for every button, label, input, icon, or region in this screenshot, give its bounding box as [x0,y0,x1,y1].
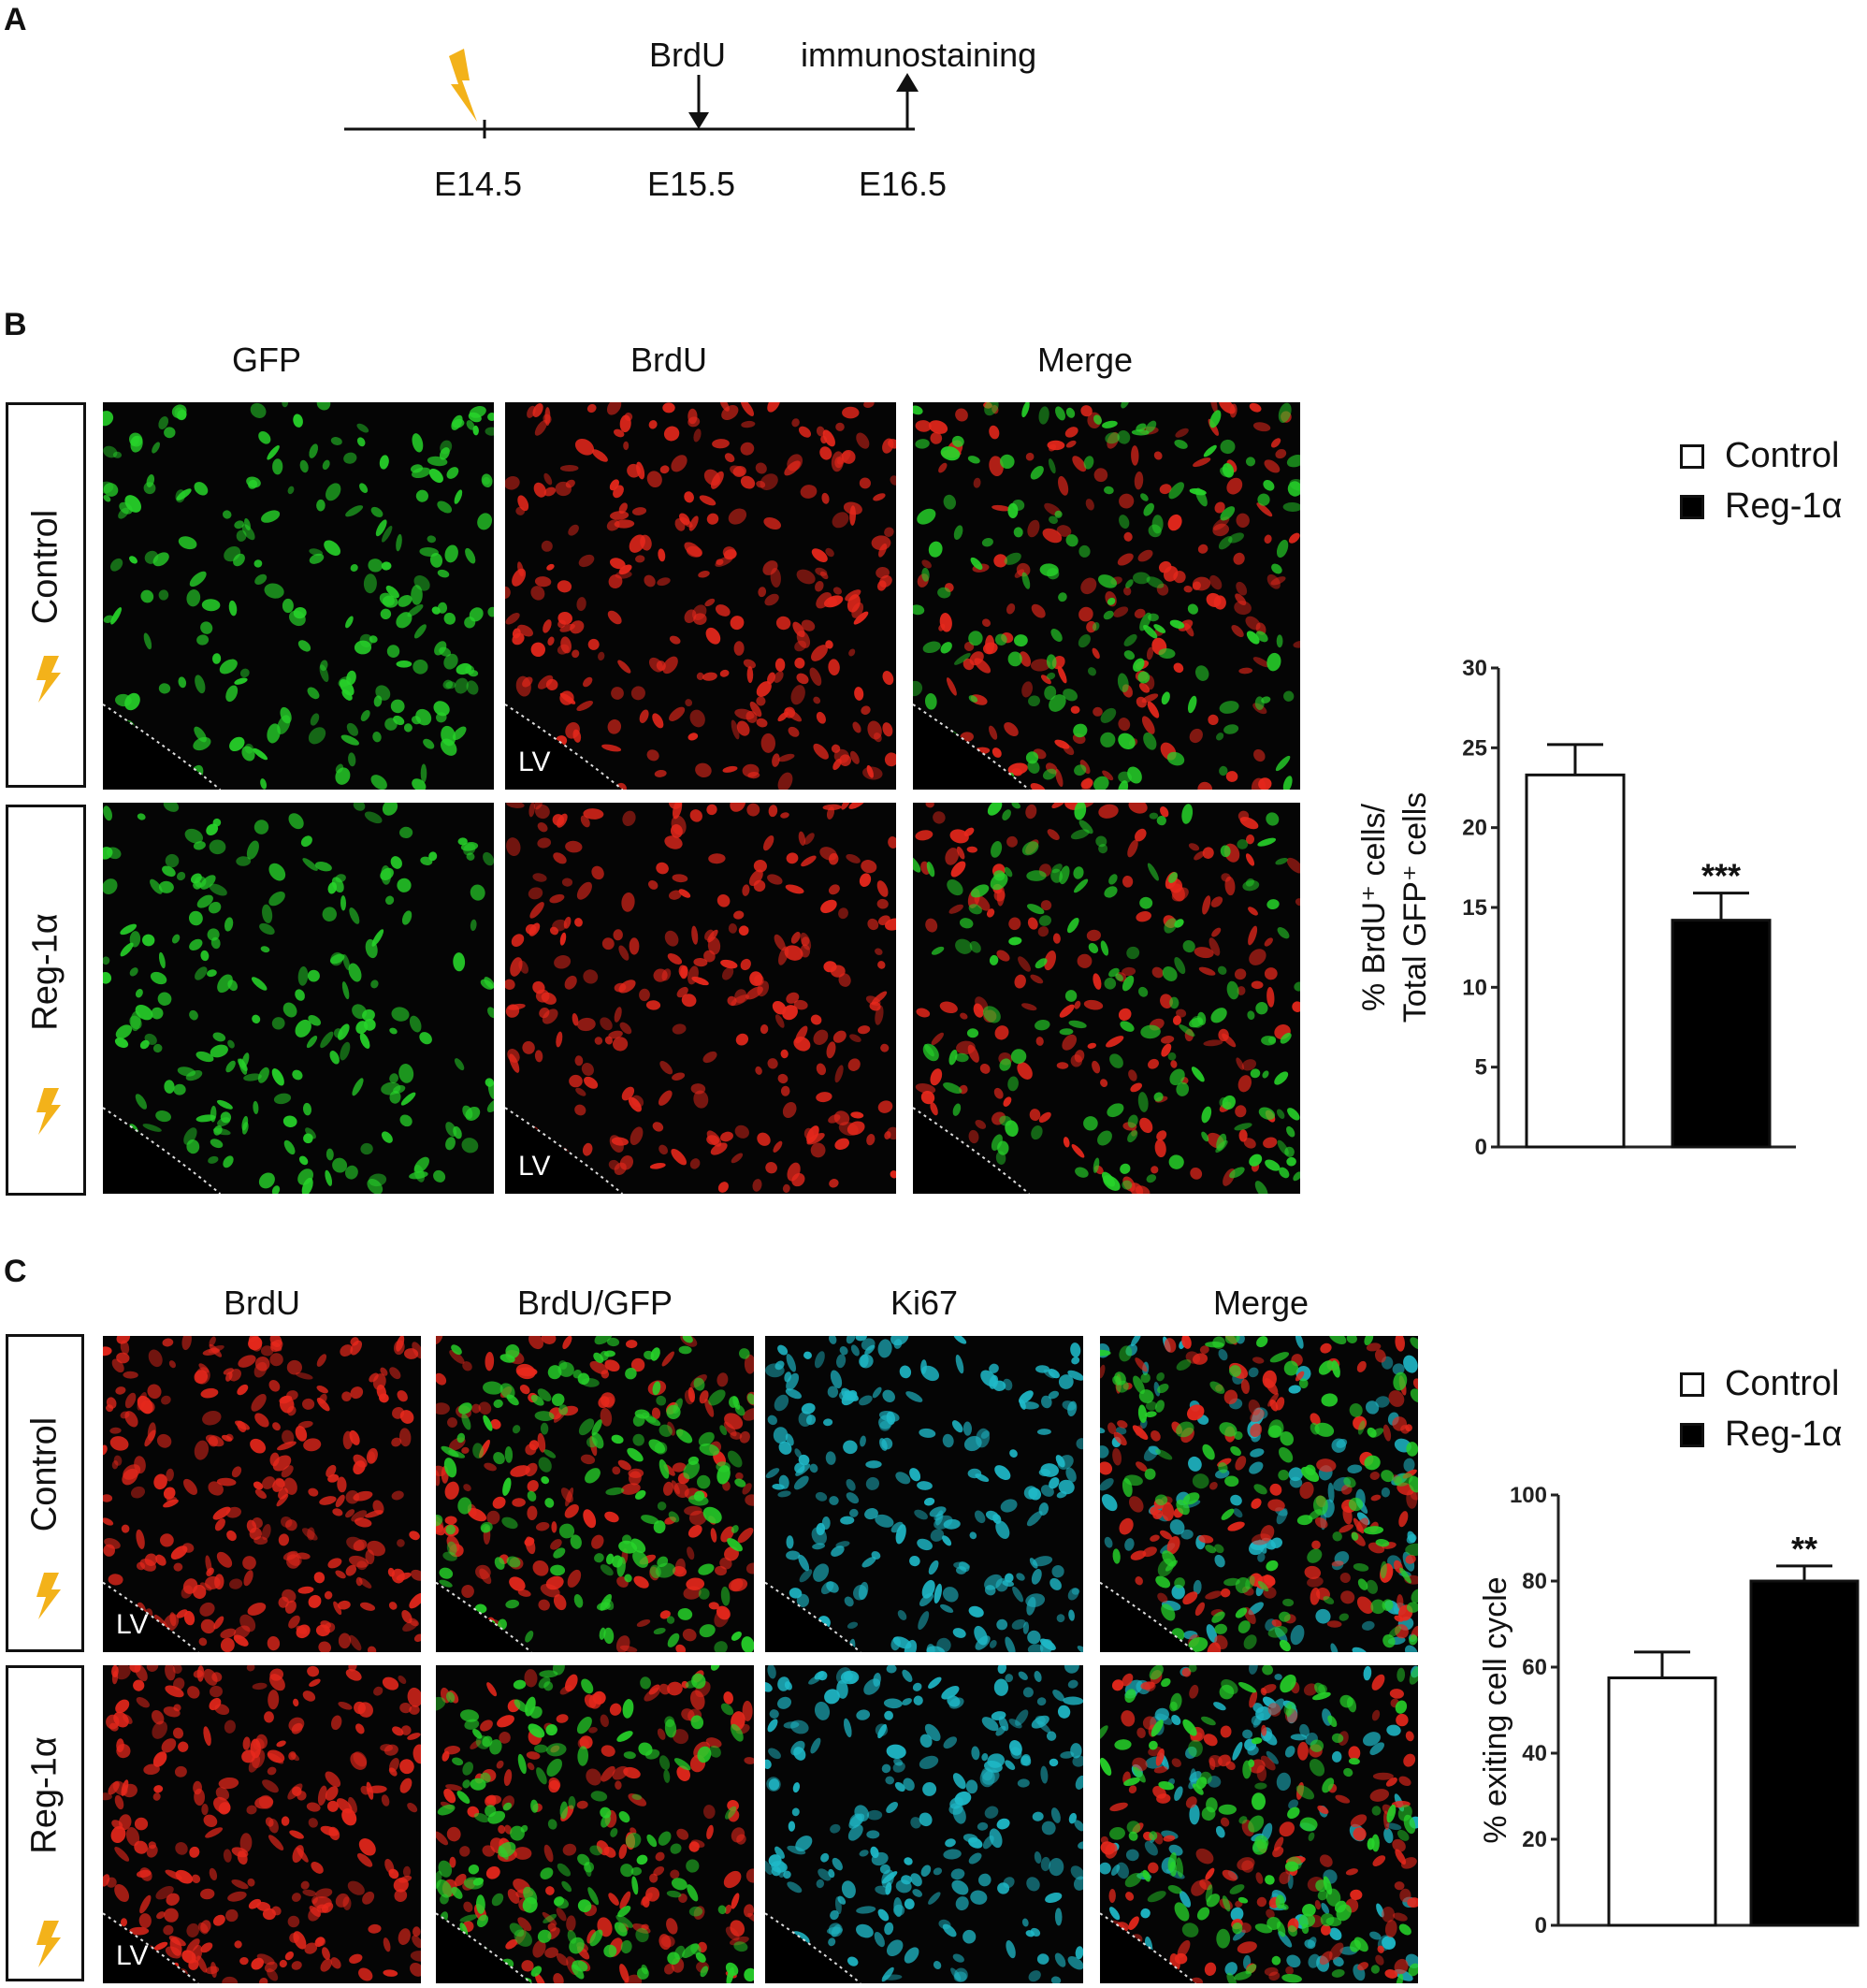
y-tick-label: 15 [1462,895,1487,921]
ventricle-boundary [1100,1912,1196,1983]
timeline-diagram [344,49,919,138]
electroporation-bolt-icon [449,49,477,122]
micrograph-c-merge-control [1100,1336,1418,1652]
legend-label-control: Control [1725,1364,1840,1403]
legend-c-control: Control [1680,1364,1840,1404]
micrograph-c-brdugfp-reg1a [436,1665,754,1983]
timeline-brdu-label: BrdU [649,36,727,74]
micrograph-c-ki67-control [765,1336,1083,1652]
bolt-icon [36,1921,61,1967]
legend-swatch-reg1a [1680,494,1704,519]
bar-chart-brdu-gfp: 0 5 10 15 20 25 30 *** % BrdU⁺ cells/Total GFP⁺ … [1356,656,1796,1160]
row-label-c-control: Control [24,1416,65,1532]
ventricle-boundary [1100,1581,1196,1652]
lv-label: LV [518,1151,551,1182]
lv-label: LV [518,747,551,777]
micrograph-c-brdu-control: LV [103,1336,421,1652]
micrograph-c-merge-reg1a [1100,1665,1418,1983]
ventricle-boundary [103,1581,199,1652]
legend-swatch-control [1680,443,1704,469]
y-axis-label: % BrdU⁺ cells/ [1356,803,1392,1011]
bar-control [1607,1676,1717,1927]
ventricle-boundary [765,1581,861,1652]
lv-label: LV [116,1940,149,1971]
y-tick-label: 20 [1522,1827,1547,1852]
bolt-icon [36,1573,61,1619]
ventricle-boundary [436,1912,532,1983]
timeline-tick-label-e14: E14.5 [434,165,523,203]
bar-control [1525,773,1626,1149]
micrograph-b-gfp-reg1a [103,803,494,1194]
legend-swatch-control [1680,1371,1704,1397]
row-label-box-c-reg1a: Reg-1α [6,1665,84,1981]
row-label-box-control: Control [6,402,86,788]
legend-c-reg1a: Reg-1α [1680,1415,1842,1455]
y-tick-label: 30 [1462,656,1487,681]
row-label-reg1a: Reg-1α [25,913,65,1031]
legend-swatch-reg1a [1680,1422,1704,1447]
bar-chart-exiting-cell-cycle: 0 20 40 60 80 100 ** % exiting cell cycle [1478,1483,1860,1938]
row-label-c-reg1a: Reg-1α [24,1736,65,1854]
micrograph-b-brdu-reg1a: LV [505,803,896,1194]
y-tick-label: 5 [1475,1055,1487,1081]
ventricle-boundary [103,1107,222,1194]
row-label-box-reg1a: Reg-1α [6,805,86,1196]
significance-label: ** [1791,1530,1817,1568]
legend-b-reg1a: Reg-1α [1680,486,1842,527]
y-tick-label: 100 [1510,1483,1547,1508]
micrograph-c-brdu-reg1a: LV [103,1665,421,1983]
timeline-tick-label-e16: E16.5 [859,165,948,203]
y-tick-label: 0 [1535,1913,1547,1938]
y-tick-label: 10 [1462,975,1487,1000]
micrograph-c-ki67-reg1a [765,1665,1083,1983]
legend-label-reg1a: Reg-1α [1725,1415,1843,1454]
col-header-merge: Merge [1036,341,1134,379]
micrograph-b-gfp-control [103,402,494,790]
y-tick-label: 80 [1522,1569,1547,1594]
y-tick-label: 20 [1462,816,1487,841]
y-axis-label: Total GFP⁺ cells [1397,792,1433,1023]
panel-label-a: A [4,2,27,37]
panel-label-c: C [4,1254,27,1289]
y-tick-label: 60 [1522,1655,1547,1680]
significance-label: *** [1701,857,1741,895]
bar-reg1a [1671,919,1772,1149]
row-label-control: Control [25,509,65,625]
y-tick-label: 0 [1475,1135,1487,1160]
col-header-c-ki67: Ki67 [890,1284,959,1322]
brdu-down-arrow-icon [688,112,709,129]
bar-reg1a [1749,1579,1860,1927]
micrograph-b-merge-reg1a [913,803,1300,1194]
y-tick-label: 25 [1462,735,1487,761]
bolt-icon [36,656,61,703]
col-header-gfp: GFP [231,341,301,379]
col-header-c-brdu: BrdU [223,1284,301,1322]
micrograph-b-brdu-control: LV [505,402,896,790]
immuno-up-arrow-icon [896,73,919,92]
y-tick-label: 40 [1522,1741,1547,1766]
y-axis-label: % exiting cell cycle [1478,1576,1513,1843]
ventricle-boundary [505,1107,624,1194]
ventricle-boundary [765,1912,861,1983]
ventricle-boundary [436,1581,532,1652]
timeline-tick-label-e15: E15.5 [647,165,736,203]
micrograph-c-brdugfp-control [436,1336,754,1652]
row-label-box-c-control: Control [6,1334,84,1652]
timeline-immuno-label: immunostaining [801,36,1037,74]
col-header-c-brdu-gfp: BrdU/GFP [516,1284,673,1322]
bolt-icon [36,1088,61,1135]
legend-label-control: Control [1725,436,1840,475]
micrograph-b-merge-control [913,402,1300,790]
ventricle-boundary [103,1912,199,1983]
legend-label-reg1a: Reg-1α [1725,486,1843,526]
lv-label: LV [116,1609,149,1640]
legend-b-control: Control [1680,436,1840,476]
col-header-c-merge: Merge [1212,1284,1310,1322]
col-header-brdu: BrdU [630,341,708,379]
panel-label-b: B [4,307,27,342]
